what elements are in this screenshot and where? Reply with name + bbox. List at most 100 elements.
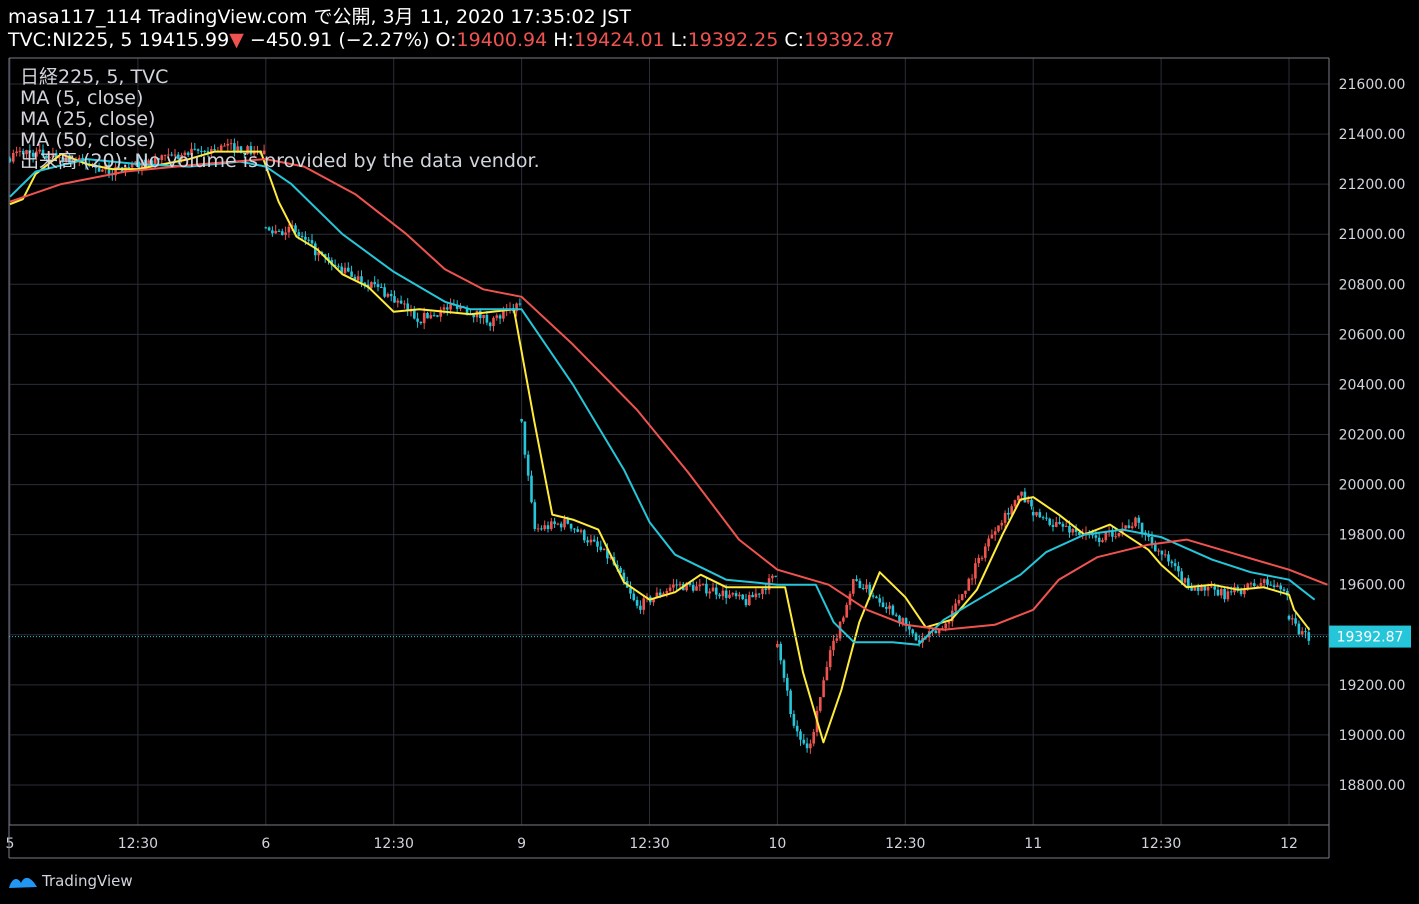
candle-body: [655, 592, 659, 599]
legend-symbol[interactable]: 日経225, 5, TVC: [20, 66, 169, 88]
candle-body: [678, 583, 682, 586]
candle-body: [1259, 583, 1263, 586]
candle-body: [1203, 585, 1207, 591]
candle-body: [908, 625, 911, 630]
candle-body: [639, 605, 642, 610]
candle-body: [523, 421, 527, 455]
candle-body: [277, 230, 281, 232]
candle-body: [25, 150, 28, 155]
footer-brand[interactable]: TradingView: [8, 868, 133, 894]
candle-body: [1269, 584, 1273, 586]
price-tick-label: 20400.00: [1339, 377, 1406, 393]
candle-body: [429, 315, 433, 319]
candle-body: [1180, 571, 1183, 583]
candle-body: [356, 276, 360, 281]
candle-body: [721, 590, 725, 597]
last-price-box: [1329, 625, 1411, 648]
candle-body: [825, 667, 829, 681]
price-tick-label: 21200.00: [1339, 177, 1406, 193]
legend-volume[interactable]: 出来高 (20): No volume is provided by the d…: [20, 150, 540, 172]
candle-body: [573, 528, 576, 530]
candle-body: [498, 315, 502, 319]
legend-ma25[interactable]: MA (25, close): [20, 108, 156, 130]
candle-body: [209, 149, 213, 154]
time-tick-label: 12:30: [1141, 836, 1181, 852]
candle-body: [383, 287, 386, 297]
candle-body: [163, 154, 167, 156]
candle-body: [267, 227, 271, 231]
candle-body: [695, 586, 698, 591]
candle-body: [1304, 631, 1307, 633]
price-tick-label: 19600.00: [1339, 578, 1406, 594]
candle-body: [379, 286, 383, 288]
legend-ma50[interactable]: MA (50, close): [20, 129, 156, 151]
candle-body: [389, 293, 393, 297]
candle-body: [805, 743, 809, 749]
open-value: 19400.94: [456, 29, 548, 51]
candle-body: [242, 152, 246, 155]
candle-body: [307, 239, 310, 241]
candle-body: [313, 243, 317, 256]
candle-body: [399, 300, 403, 304]
candle-body: [117, 166, 121, 168]
candle-body: [947, 621, 951, 624]
candle-body: [180, 154, 183, 159]
candle-body: [1177, 566, 1180, 572]
candle-body: [1147, 534, 1150, 537]
close-label: C:: [784, 29, 805, 51]
candle-body: [553, 521, 556, 525]
candle-body: [1196, 587, 1200, 591]
candle-body: [751, 594, 754, 598]
candle-body: [196, 149, 200, 151]
candle-body: [728, 594, 731, 598]
candle-body: [1229, 591, 1233, 593]
candle-body: [1210, 586, 1213, 588]
candle-body: [280, 231, 284, 236]
candle-body: [8, 158, 12, 162]
candle-body: [346, 267, 350, 272]
candle-body: [944, 623, 947, 629]
legend-ma5[interactable]: MA (5, close): [20, 87, 144, 109]
candle-body: [668, 587, 672, 591]
candle-body: [1256, 585, 1259, 587]
candle-body: [1124, 525, 1127, 529]
candle-body: [868, 584, 872, 596]
price-tick-label: 20800.00: [1339, 277, 1406, 293]
candle-body: [229, 143, 233, 145]
candle-body: [977, 557, 980, 564]
candle-body: [1252, 583, 1256, 586]
candle-body: [1134, 517, 1137, 527]
candle-body: [789, 690, 792, 715]
ma25-line: [9, 158, 1316, 646]
candle-body: [865, 584, 868, 590]
candle-body: [1226, 591, 1230, 600]
candle-body: [1071, 528, 1075, 533]
candle-body: [1051, 524, 1055, 527]
high-value: 19424.01: [573, 29, 665, 51]
candle-body: [422, 312, 426, 324]
candle-body: [714, 587, 718, 595]
candle-body: [809, 743, 812, 749]
candle-body: [236, 146, 239, 153]
candle-body: [549, 521, 553, 530]
candle-body: [987, 538, 990, 547]
candle-body: [559, 523, 563, 528]
candle-body: [373, 282, 376, 285]
candle-body: [1007, 512, 1010, 515]
candle-body: [1104, 532, 1108, 541]
candle-body: [792, 714, 796, 726]
candle-body: [954, 603, 957, 611]
candle-body: [1300, 631, 1304, 635]
price-change: −450.91 (−2.27%): [249, 29, 430, 51]
candle-body: [61, 157, 65, 162]
price-tick-label: 20000.00: [1339, 478, 1406, 494]
candle-body: [672, 584, 675, 588]
candle-body: [386, 293, 390, 297]
candle-body: [219, 145, 223, 151]
candle-body: [1219, 588, 1223, 596]
time-tick-label: 12:30: [629, 836, 669, 852]
candle-body: [287, 226, 291, 233]
candle-body: [406, 303, 409, 312]
moving-average-lines: [9, 150, 1328, 744]
